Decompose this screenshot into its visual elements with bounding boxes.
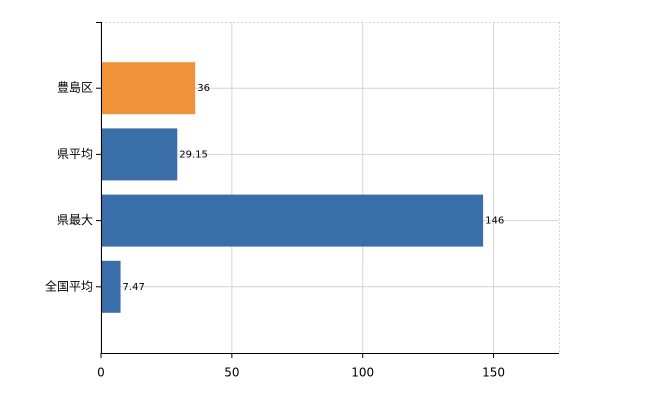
bar [101,260,121,313]
y-tick-label: 県最大 [57,213,93,227]
x-tick-label: 100 [351,366,374,380]
value-label: 36 [197,83,210,94]
y-tick-label: 豊島区 [57,80,93,95]
bar [101,128,178,181]
y-tick-label: 全国平均 [45,278,93,293]
y-tick-label: 県平均 [57,147,93,161]
x-tick-label: 150 [482,366,505,380]
bar [101,194,484,247]
bar [101,62,196,115]
value-label: 146 [485,216,504,227]
value-label: 29.15 [179,149,208,160]
value-label: 7.47 [123,282,145,293]
x-tick-label: 50 [224,366,239,380]
x-tick-label: 0 [97,366,105,380]
